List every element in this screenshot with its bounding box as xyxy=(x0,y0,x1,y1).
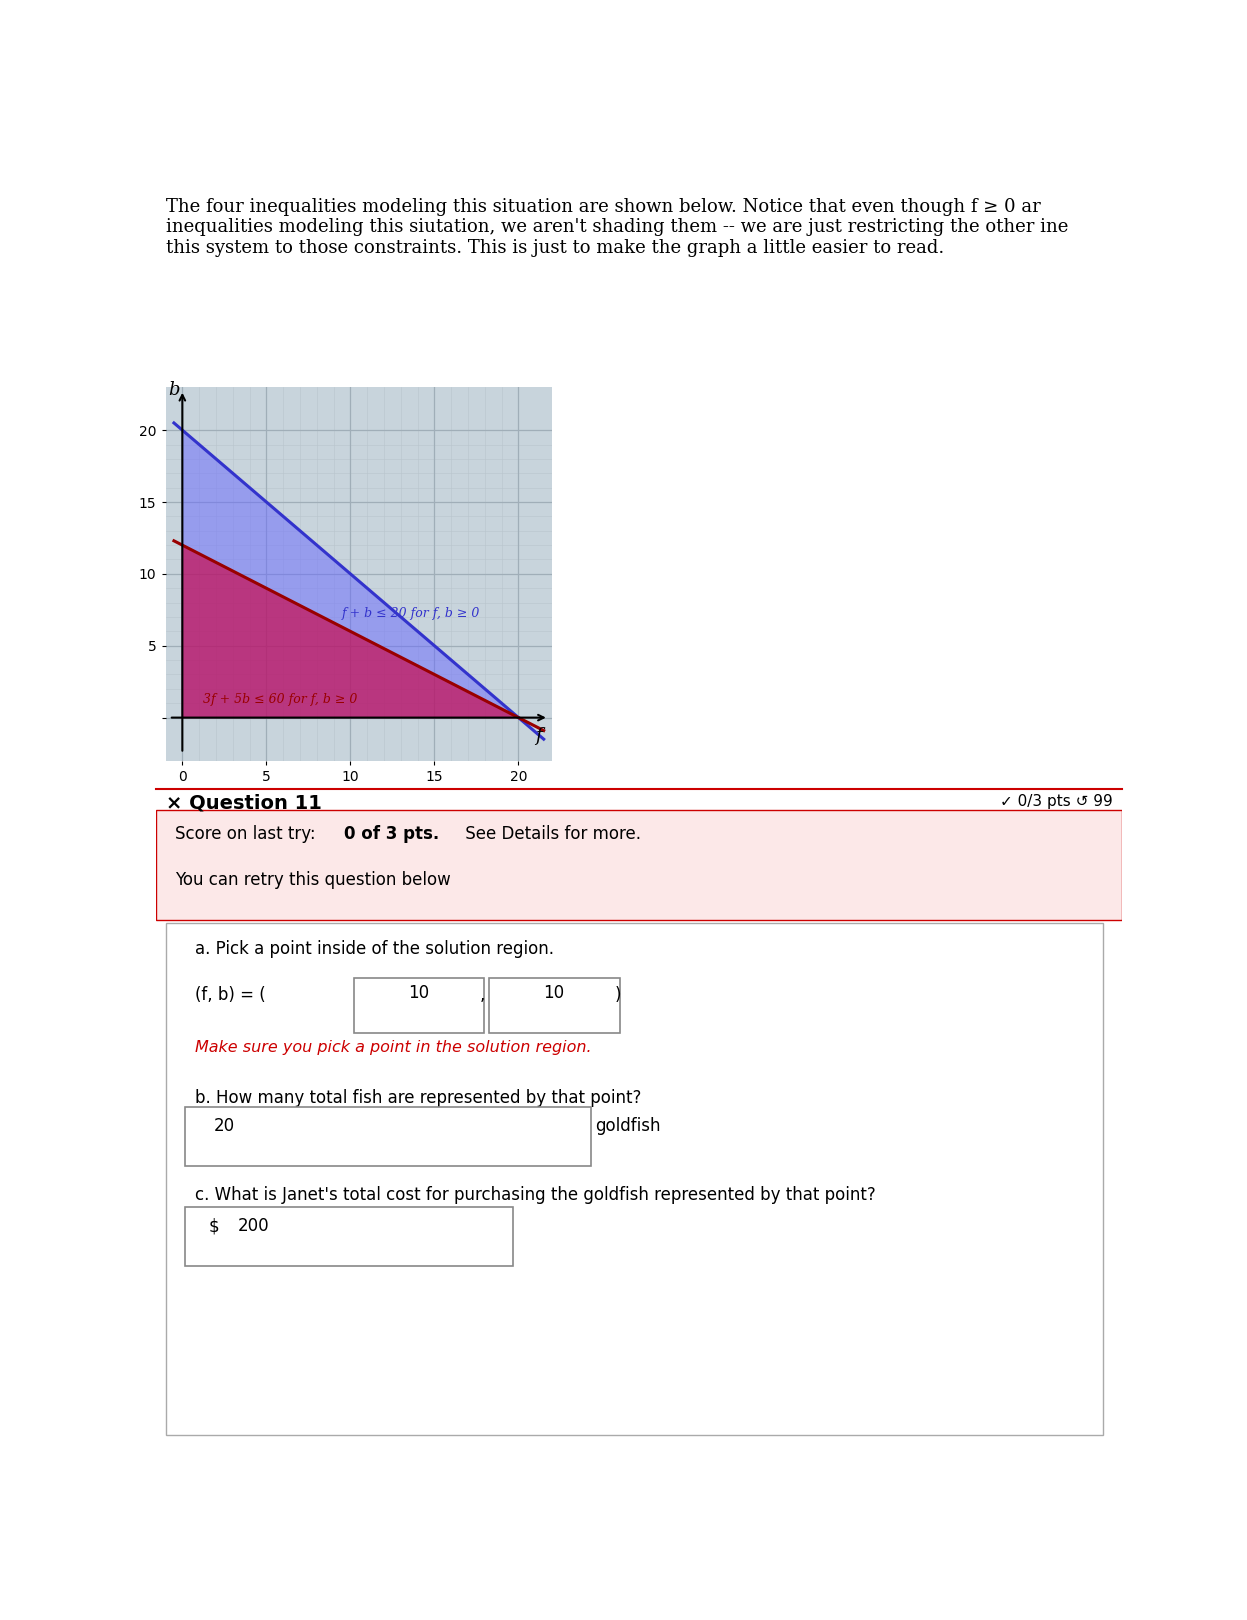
Text: 200: 200 xyxy=(238,1217,269,1234)
FancyBboxPatch shape xyxy=(354,978,484,1034)
Text: 10: 10 xyxy=(544,985,565,1003)
Text: ): ) xyxy=(615,987,621,1004)
FancyBboxPatch shape xyxy=(156,810,1122,920)
Text: × Question 11: × Question 11 xyxy=(166,794,322,813)
FancyBboxPatch shape xyxy=(489,978,620,1034)
Text: See Details for more.: See Details for more. xyxy=(460,825,641,842)
Text: 20: 20 xyxy=(214,1118,234,1136)
FancyBboxPatch shape xyxy=(185,1108,591,1166)
Text: Make sure you pick a point in the solution region.: Make sure you pick a point in the soluti… xyxy=(195,1040,591,1055)
Text: 0 of 3 pts.: 0 of 3 pts. xyxy=(344,825,440,842)
Text: (f, b) = (: (f, b) = ( xyxy=(195,987,266,1004)
Text: Score on last try:: Score on last try: xyxy=(175,825,320,842)
Text: 10: 10 xyxy=(408,985,429,1003)
Text: c. What is Janet's total cost for purchasing the goldfish represented by that po: c. What is Janet's total cost for purcha… xyxy=(195,1186,875,1204)
Text: The four inequalities modeling this situation are shown below. Notice that even : The four inequalities modeling this situ… xyxy=(166,198,1067,258)
Text: goldfish: goldfish xyxy=(596,1118,661,1136)
FancyBboxPatch shape xyxy=(166,923,1104,1435)
Text: You can retry this question below: You can retry this question below xyxy=(175,872,451,889)
FancyBboxPatch shape xyxy=(185,1207,514,1265)
Text: ,: , xyxy=(480,987,485,1004)
Text: ✓ 0/3 pts ↺ 99: ✓ 0/3 pts ↺ 99 xyxy=(1000,794,1112,808)
Text: a. Pick a point inside of the solution region.: a. Pick a point inside of the solution r… xyxy=(195,940,554,957)
Text: b. How many total fish are represented by that point?: b. How many total fish are represented b… xyxy=(195,1090,641,1108)
Text: $: $ xyxy=(209,1217,219,1234)
